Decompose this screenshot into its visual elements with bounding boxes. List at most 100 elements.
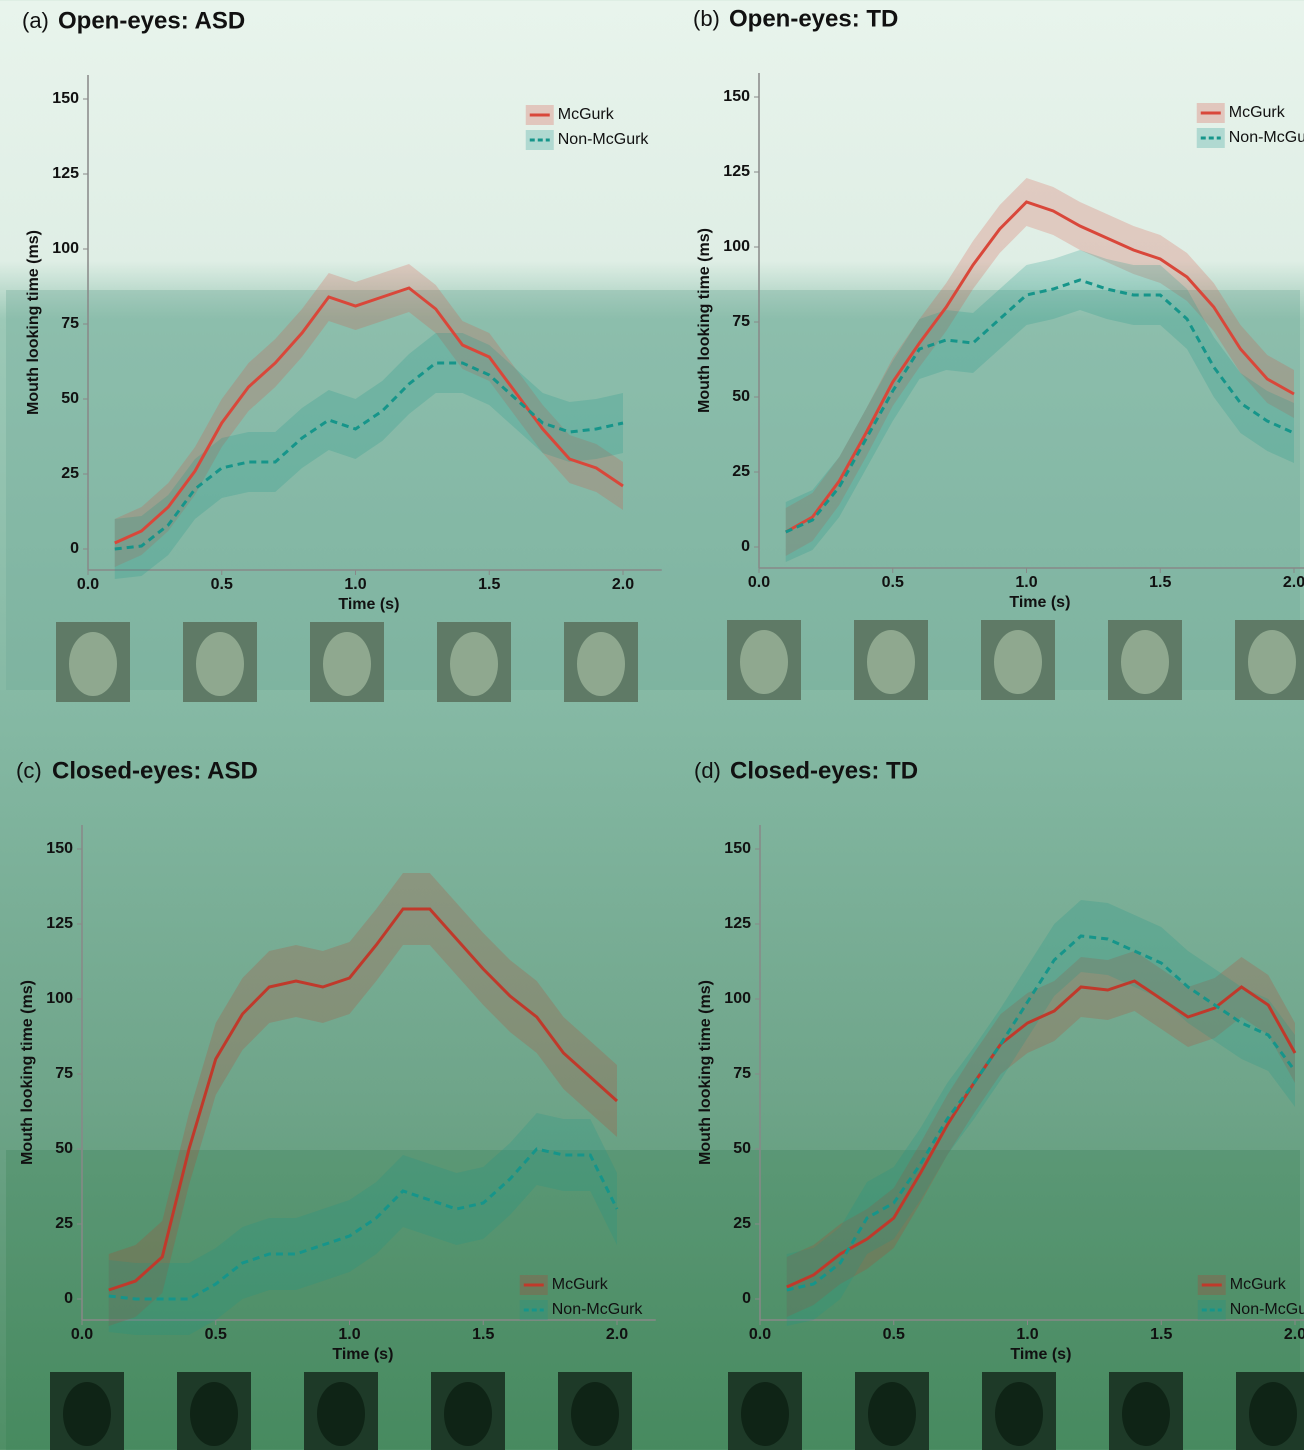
y-tick-label: 50 [55, 1140, 73, 1157]
confidence-band [785, 178, 1294, 556]
face-shape [1121, 630, 1169, 694]
y-tick-label: 150 [723, 88, 750, 105]
chart-title: Open-eyes: ASD [58, 7, 245, 34]
x-axis-label: Time (s) [1009, 594, 1070, 611]
y-tick-label: 25 [55, 1215, 73, 1232]
y-tick-label: 100 [52, 240, 79, 257]
x-tick-label: 1.0 [338, 1326, 360, 1343]
face-shape [995, 1382, 1043, 1446]
series-line [786, 979, 1297, 1289]
series-line [108, 1147, 619, 1301]
legend-label: Non-McGurk [1230, 1301, 1304, 1318]
x-axis-label: Time (s) [338, 596, 399, 613]
y-tick-label: 25 [61, 465, 79, 482]
x-tick-label: 0.5 [882, 574, 904, 591]
x-tick-label: 2.0 [612, 576, 634, 593]
panel: (c) Closed-eyes: ASD 0 25 50 75 100 125 150 0.0 0.… [16, 757, 656, 1450]
confidence-band [114, 264, 623, 567]
face-shape [63, 1382, 111, 1446]
y-tick-label: 125 [724, 915, 751, 932]
panel-label: (d) [694, 758, 721, 783]
face-shape [1122, 1382, 1170, 1446]
face-shape [868, 1382, 916, 1446]
face-shape [444, 1382, 492, 1446]
series-line [785, 278, 1295, 534]
y-tick-label: 150 [46, 840, 73, 857]
face-shape [1248, 630, 1296, 694]
y-tick-label: 150 [724, 840, 751, 857]
panel: (a) Open-eyes: ASD 0 25 50 75 100 125 150 0.0 0.5 1… [22, 7, 662, 702]
face-shape [323, 632, 371, 696]
y-tick-label: 0 [741, 538, 750, 555]
x-tick-label: 0.0 [748, 574, 770, 591]
y-tick-label: 125 [723, 163, 750, 180]
x-axis-label: Time (s) [332, 1346, 393, 1363]
panel-label: (a) [22, 8, 49, 33]
y-axis-label: Mouth looking time (ms) [25, 230, 42, 415]
x-tick-label: 2.0 [1284, 1326, 1304, 1343]
y-tick-label: 100 [46, 990, 73, 1007]
x-tick-label: 1.0 [1016, 1326, 1038, 1343]
confidence-band [786, 900, 1295, 1326]
y-tick-label: 50 [732, 388, 750, 405]
chart-title: Closed-eyes: TD [730, 757, 918, 784]
face-shape [450, 632, 498, 696]
confidence-band [108, 873, 617, 1326]
face-shape [741, 1382, 789, 1446]
face-shape [577, 632, 625, 696]
legend-label: Non-McGurk [558, 131, 650, 148]
face-shape [571, 1382, 619, 1446]
y-tick-label: 75 [61, 315, 79, 332]
face-shape [196, 632, 244, 696]
x-tick-label: 0.0 [71, 1326, 93, 1343]
confidence-band [108, 1113, 617, 1335]
x-tick-label: 1.5 [1149, 574, 1171, 591]
y-tick-label: 0 [742, 1290, 751, 1307]
panel-label: (c) [16, 758, 42, 783]
face-shape [69, 632, 117, 696]
legend-label: McGurk [558, 106, 615, 123]
x-tick-label: 2.0 [1283, 574, 1304, 591]
x-tick-label: 0.0 [77, 576, 99, 593]
chart-title: Closed-eyes: ASD [52, 757, 258, 784]
y-tick-label: 75 [733, 1065, 751, 1082]
y-tick-label: 25 [733, 1215, 751, 1232]
x-tick-label: 1.5 [472, 1326, 494, 1343]
x-tick-label: 0.0 [749, 1326, 771, 1343]
face-shape [190, 1382, 238, 1446]
x-tick-label: 0.5 [211, 576, 233, 593]
panel: (b) Open-eyes: TD 0 25 50 75 100 125 150 0.0 0.5 1.… [693, 5, 1304, 700]
x-tick-label: 0.5 [205, 1326, 227, 1343]
x-axis-label: Time (s) [1010, 1346, 1071, 1363]
legend-label: McGurk [1230, 1276, 1287, 1293]
chart-title: Open-eyes: TD [729, 5, 898, 32]
x-tick-label: 1.5 [1150, 1326, 1172, 1343]
x-tick-label: 0.5 [883, 1326, 905, 1343]
legend-label: McGurk [1229, 104, 1286, 121]
face-shape [317, 1382, 365, 1446]
confidence-band [114, 333, 623, 579]
x-tick-label: 1.0 [1015, 574, 1037, 591]
y-tick-label: 125 [52, 165, 79, 182]
series-line [785, 200, 1295, 534]
y-axis-label: Mouth looking time (ms) [696, 228, 713, 413]
y-tick-label: 125 [46, 915, 73, 932]
face-shape [867, 630, 915, 694]
face-shape [994, 630, 1042, 694]
legend-label: Non-McGurk [552, 1301, 644, 1318]
y-tick-label: 75 [55, 1065, 73, 1082]
x-tick-label: 1.5 [478, 576, 500, 593]
y-tick-label: 25 [732, 463, 750, 480]
y-tick-label: 0 [70, 540, 79, 557]
y-tick-label: 75 [732, 313, 750, 330]
y-axis-label: Mouth looking time (ms) [19, 980, 36, 1165]
y-tick-label: 0 [64, 1290, 73, 1307]
x-tick-label: 2.0 [606, 1326, 628, 1343]
x-tick-label: 1.0 [344, 576, 366, 593]
legend-label: McGurk [552, 1276, 609, 1293]
series-line [108, 907, 619, 1292]
face-shape [740, 630, 788, 694]
y-tick-label: 150 [52, 90, 79, 107]
